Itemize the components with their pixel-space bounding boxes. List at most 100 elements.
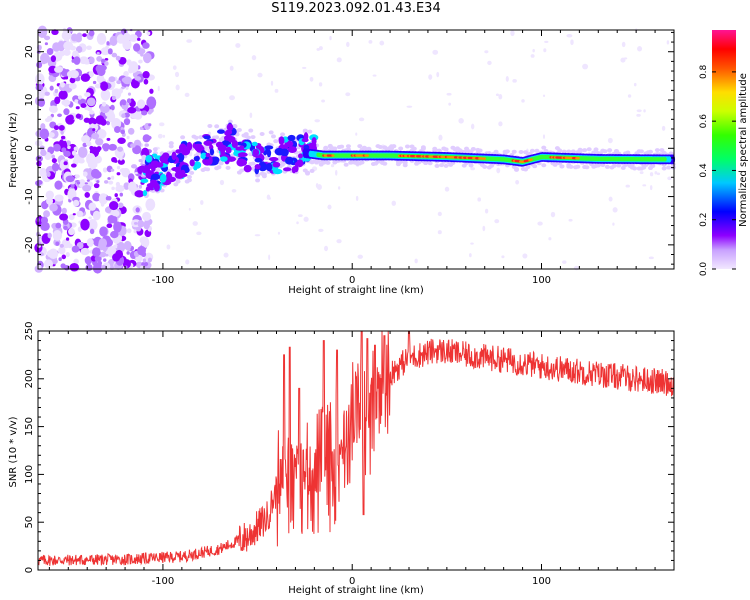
heatmap-cell xyxy=(633,82,637,87)
heatmap-cell xyxy=(654,148,660,153)
colorbar-tick-label: 0.8 xyxy=(699,64,709,79)
heatmap-cell xyxy=(203,135,211,140)
heatmap-cell xyxy=(600,163,606,168)
heatmap-cell xyxy=(89,110,95,115)
heatmap-cell xyxy=(63,225,68,230)
heatmap-cell xyxy=(470,167,476,171)
heatmap-cell xyxy=(151,153,158,158)
colorbar-ticks: 0.0 0.2 0.4 0.6 0.8 xyxy=(699,64,736,276)
heatmap-cell xyxy=(143,52,152,64)
heatmap-cell xyxy=(332,146,338,151)
heatmap-cell xyxy=(80,218,90,231)
heatmap-cell xyxy=(84,182,88,185)
heatmap-cell xyxy=(134,172,138,175)
heatmap-cell xyxy=(541,163,547,168)
heatmap-cell xyxy=(54,66,64,73)
heatmap-cell xyxy=(92,247,101,257)
heatmap-cell xyxy=(174,171,185,179)
heatmap-cell xyxy=(93,155,102,164)
heatmap-cell xyxy=(134,190,145,198)
heatmap-cell xyxy=(142,189,148,197)
heatmap-cell xyxy=(44,91,50,96)
heatmap-cell xyxy=(501,255,505,259)
heatmap-cell xyxy=(65,175,75,183)
heatmap-cell xyxy=(436,71,440,78)
colorbar-tick-label: 0.2 xyxy=(699,213,709,227)
heatmap-cell xyxy=(223,252,229,258)
heatmap-y-ticks: -20 -10 0 10 20 xyxy=(24,31,674,265)
heatmap-cell xyxy=(505,75,509,82)
heatmap-cell xyxy=(186,178,192,183)
heatmap-x-axis-label: Height of straight line (km) xyxy=(288,285,424,296)
heatmap-cell xyxy=(625,184,630,188)
heatmap-cell xyxy=(143,220,150,230)
heatmap-cell xyxy=(46,47,54,56)
heatmap-cell xyxy=(575,164,581,169)
heatmap-cell xyxy=(111,89,119,94)
heatmap-cell xyxy=(175,179,181,184)
heatmap-cell xyxy=(159,154,168,163)
heatmap-cell xyxy=(77,226,82,232)
heatmap-cell xyxy=(48,105,58,113)
heatmap-cell xyxy=(439,163,445,168)
heatmap-cell xyxy=(51,162,60,172)
heatmap-cell xyxy=(84,92,91,98)
heatmap-cell xyxy=(51,158,57,164)
heatmap-cell xyxy=(365,154,369,157)
heatmap-cell xyxy=(114,125,121,133)
heatmap-cell xyxy=(297,214,303,218)
heatmap-cell xyxy=(121,113,126,119)
heatmap-cell xyxy=(559,164,565,169)
heatmap-cell xyxy=(106,195,112,201)
heatmap-cell xyxy=(398,146,404,151)
colorbar-gradient xyxy=(712,30,736,269)
heatmap-cell xyxy=(278,136,285,146)
heatmap-cell xyxy=(72,199,80,207)
heatmap-cell xyxy=(255,178,261,183)
heatmap-cell xyxy=(94,83,102,89)
heatmap-cell xyxy=(63,161,68,166)
heatmap-cell xyxy=(174,71,180,78)
heatmap-cell xyxy=(76,181,81,185)
heatmap-cell xyxy=(495,93,499,97)
snr-y-ticks: 0 50 100 150 200 250 xyxy=(24,321,674,573)
heatmap-cell xyxy=(92,210,101,221)
heatmap-cell xyxy=(157,133,163,139)
heatmap-cell xyxy=(296,221,299,225)
heatmap-y-tick-label: -20 xyxy=(24,237,35,253)
heatmap-cell xyxy=(437,211,442,217)
heatmap-cell xyxy=(77,95,83,100)
snr-y-tick-label: 150 xyxy=(24,417,35,436)
heatmap-cell xyxy=(118,88,124,94)
heatmap-cell xyxy=(470,146,476,151)
heatmap-cell xyxy=(44,259,54,269)
heatmap-x-tick-label: 0 xyxy=(349,275,355,286)
heatmap-cell xyxy=(437,230,442,235)
heatmap-cell xyxy=(40,123,46,130)
heatmap-cell xyxy=(101,58,106,64)
heatmap-cell xyxy=(532,48,535,53)
heatmap-cell xyxy=(402,160,408,165)
heatmap-cell xyxy=(287,134,296,142)
heatmap-cell xyxy=(162,134,166,138)
heatmap-cell xyxy=(55,241,60,246)
heatmap-cell xyxy=(494,219,500,224)
heatmap-cell xyxy=(544,40,549,44)
colorbar-tick-label: 0.4 xyxy=(699,163,709,178)
heatmap-cell xyxy=(584,165,590,170)
heatmap-cell xyxy=(147,257,153,263)
heatmap-cell xyxy=(477,148,483,153)
heatmap-cell xyxy=(205,152,211,158)
heatmap-cell xyxy=(207,123,213,128)
heatmap-cell xyxy=(250,161,256,166)
heatmap-cell xyxy=(316,184,322,191)
heatmap-cell xyxy=(318,228,324,233)
heatmap-cell xyxy=(325,160,331,165)
heatmap-cell xyxy=(607,137,613,144)
heatmap-cell xyxy=(123,240,132,251)
colorbar-tick-label: 0.6 xyxy=(699,114,709,129)
snr-x-tick-label: 100 xyxy=(532,576,551,587)
heatmap-cell xyxy=(49,203,58,212)
heatmap-cell xyxy=(254,163,261,170)
